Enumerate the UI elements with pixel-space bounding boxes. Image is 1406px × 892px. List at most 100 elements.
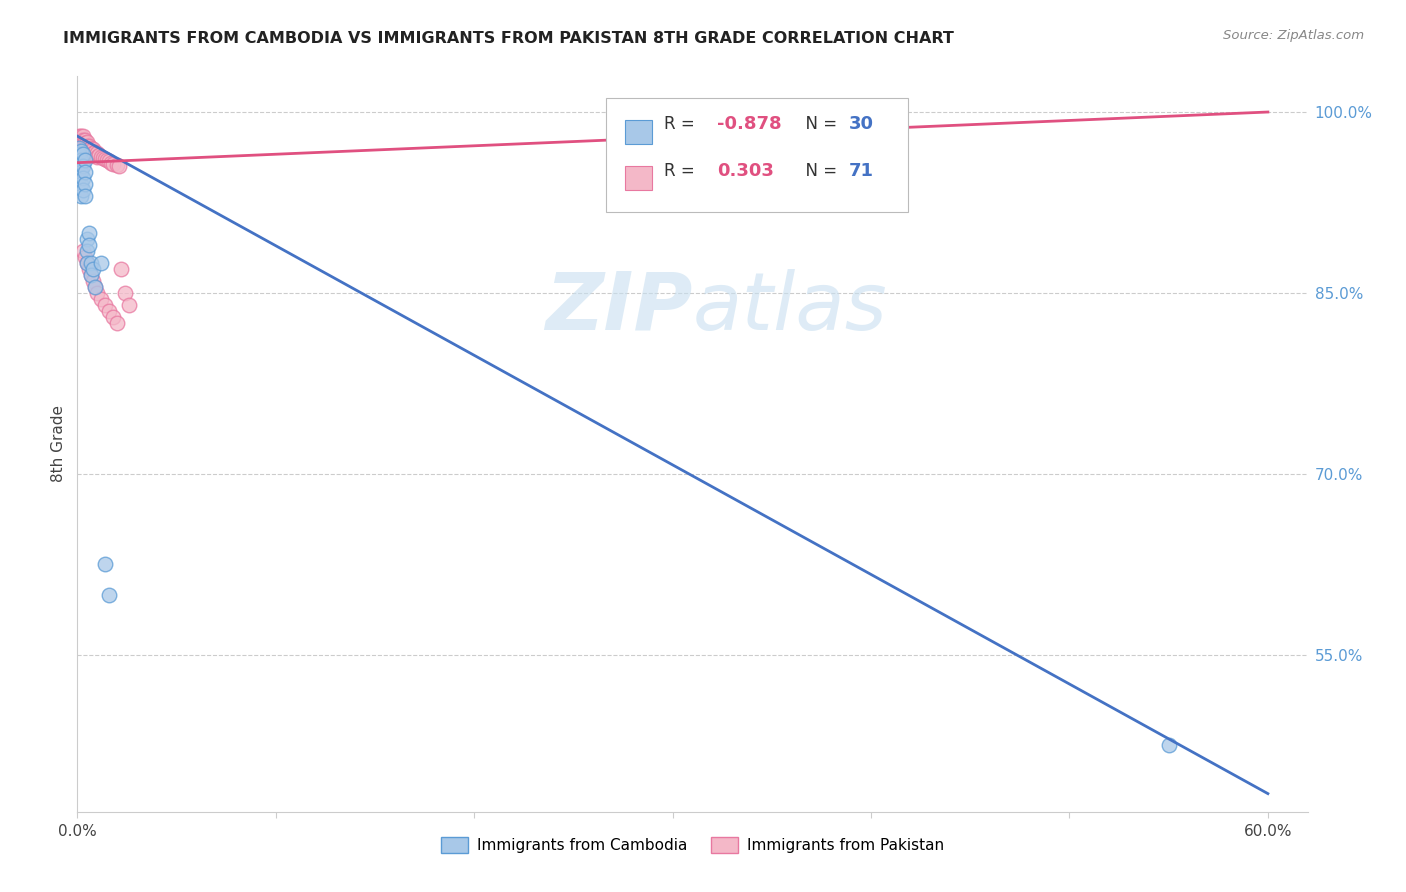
Point (75, 133, 97, 147)
Text: 71: 71 (849, 162, 873, 180)
Point (77, 237, 100, 252)
Point (70, 136, 93, 151)
Text: R =: R = (664, 162, 700, 180)
Point (80, 268, 103, 282)
Point (86, 150, 108, 164)
Point (75, 140, 97, 154)
Point (75, 144, 97, 158)
Text: N =: N = (794, 162, 842, 180)
Point (67, 147, 90, 161)
Point (76, 135, 98, 149)
Point (67, 141, 90, 155)
Point (77, 138, 100, 153)
Text: R =: R = (664, 115, 700, 133)
Point (67, 155, 90, 169)
Point (70, 158, 93, 172)
Point (77, 226, 100, 240)
Point (67, 141, 90, 155)
Point (72, 129, 94, 144)
Point (94, 152, 117, 166)
Point (1157, 739, 1180, 753)
Point (75, 178, 97, 192)
Point (67, 135, 90, 149)
Point (76, 138, 98, 153)
Text: -0.878: -0.878 (717, 115, 782, 133)
Point (108, 159, 131, 173)
Point (76, 244, 98, 258)
Point (86, 285, 108, 300)
Point (94, 558, 117, 572)
Point (75, 136, 97, 151)
Point (70, 153, 93, 168)
Point (82, 142, 104, 156)
Point (90, 150, 112, 164)
Point (67, 129, 90, 144)
Text: ZIP: ZIP (546, 268, 693, 347)
Point (67, 131, 90, 145)
Point (76, 256, 98, 270)
Point (100, 155, 122, 169)
Point (80, 145, 103, 159)
Point (90, 256, 112, 270)
Point (98, 588, 121, 602)
Point (70, 178, 93, 192)
Point (84, 280, 107, 294)
Text: N =: N = (794, 115, 842, 133)
Point (75, 165, 97, 179)
Point (84, 280, 107, 294)
Point (72, 147, 94, 161)
Point (67, 161, 90, 176)
Point (98, 304, 121, 318)
Point (70, 154, 93, 169)
Point (72, 147, 94, 161)
Point (72, 140, 94, 154)
Point (86, 146, 108, 161)
Point (75, 189, 97, 203)
Point (82, 261, 104, 276)
Point (94, 298, 117, 312)
Point (98, 154, 121, 169)
Point (96, 153, 118, 168)
Point (80, 268, 103, 282)
FancyBboxPatch shape (606, 98, 908, 212)
Point (105, 316, 128, 330)
Point (76, 232, 98, 246)
Text: 0.303: 0.303 (717, 162, 773, 180)
Point (76, 256, 98, 270)
Point (70, 129, 93, 144)
Point (101, 310, 124, 324)
Point (67, 150, 90, 164)
Legend: Immigrants from Cambodia, Immigrants from Pakistan: Immigrants from Cambodia, Immigrants fro… (434, 831, 950, 859)
Point (70, 144, 93, 158)
Point (67, 144, 90, 158)
Point (72, 136, 94, 151)
Text: IMMIGRANTS FROM CAMBODIA VS IMMIGRANTS FROM PAKISTAN 8TH GRADE CORRELATION CHART: IMMIGRANTS FROM CAMBODIA VS IMMIGRANTS F… (63, 31, 955, 46)
Point (67, 153, 90, 168)
Point (72, 183, 94, 197)
Point (91, 151, 114, 165)
Bar (624, 166, 652, 190)
Point (70, 151, 93, 165)
Point (72, 151, 94, 165)
Point (72, 171, 94, 186)
Point (101, 157, 124, 171)
Point (90, 292, 112, 306)
Point (70, 140, 93, 154)
Point (70, 189, 93, 203)
Point (82, 146, 104, 161)
Point (75, 153, 97, 168)
Point (67, 171, 90, 186)
Point (80, 141, 103, 155)
Point (114, 285, 136, 300)
Point (76, 142, 98, 156)
Point (77, 142, 100, 156)
Point (118, 298, 141, 312)
Point (67, 159, 90, 173)
Point (70, 133, 93, 147)
Point (110, 261, 132, 276)
Point (105, 158, 128, 172)
Y-axis label: 8th Grade: 8th Grade (51, 405, 66, 483)
Point (67, 159, 90, 173)
Point (70, 165, 93, 179)
Point (84, 145, 107, 159)
